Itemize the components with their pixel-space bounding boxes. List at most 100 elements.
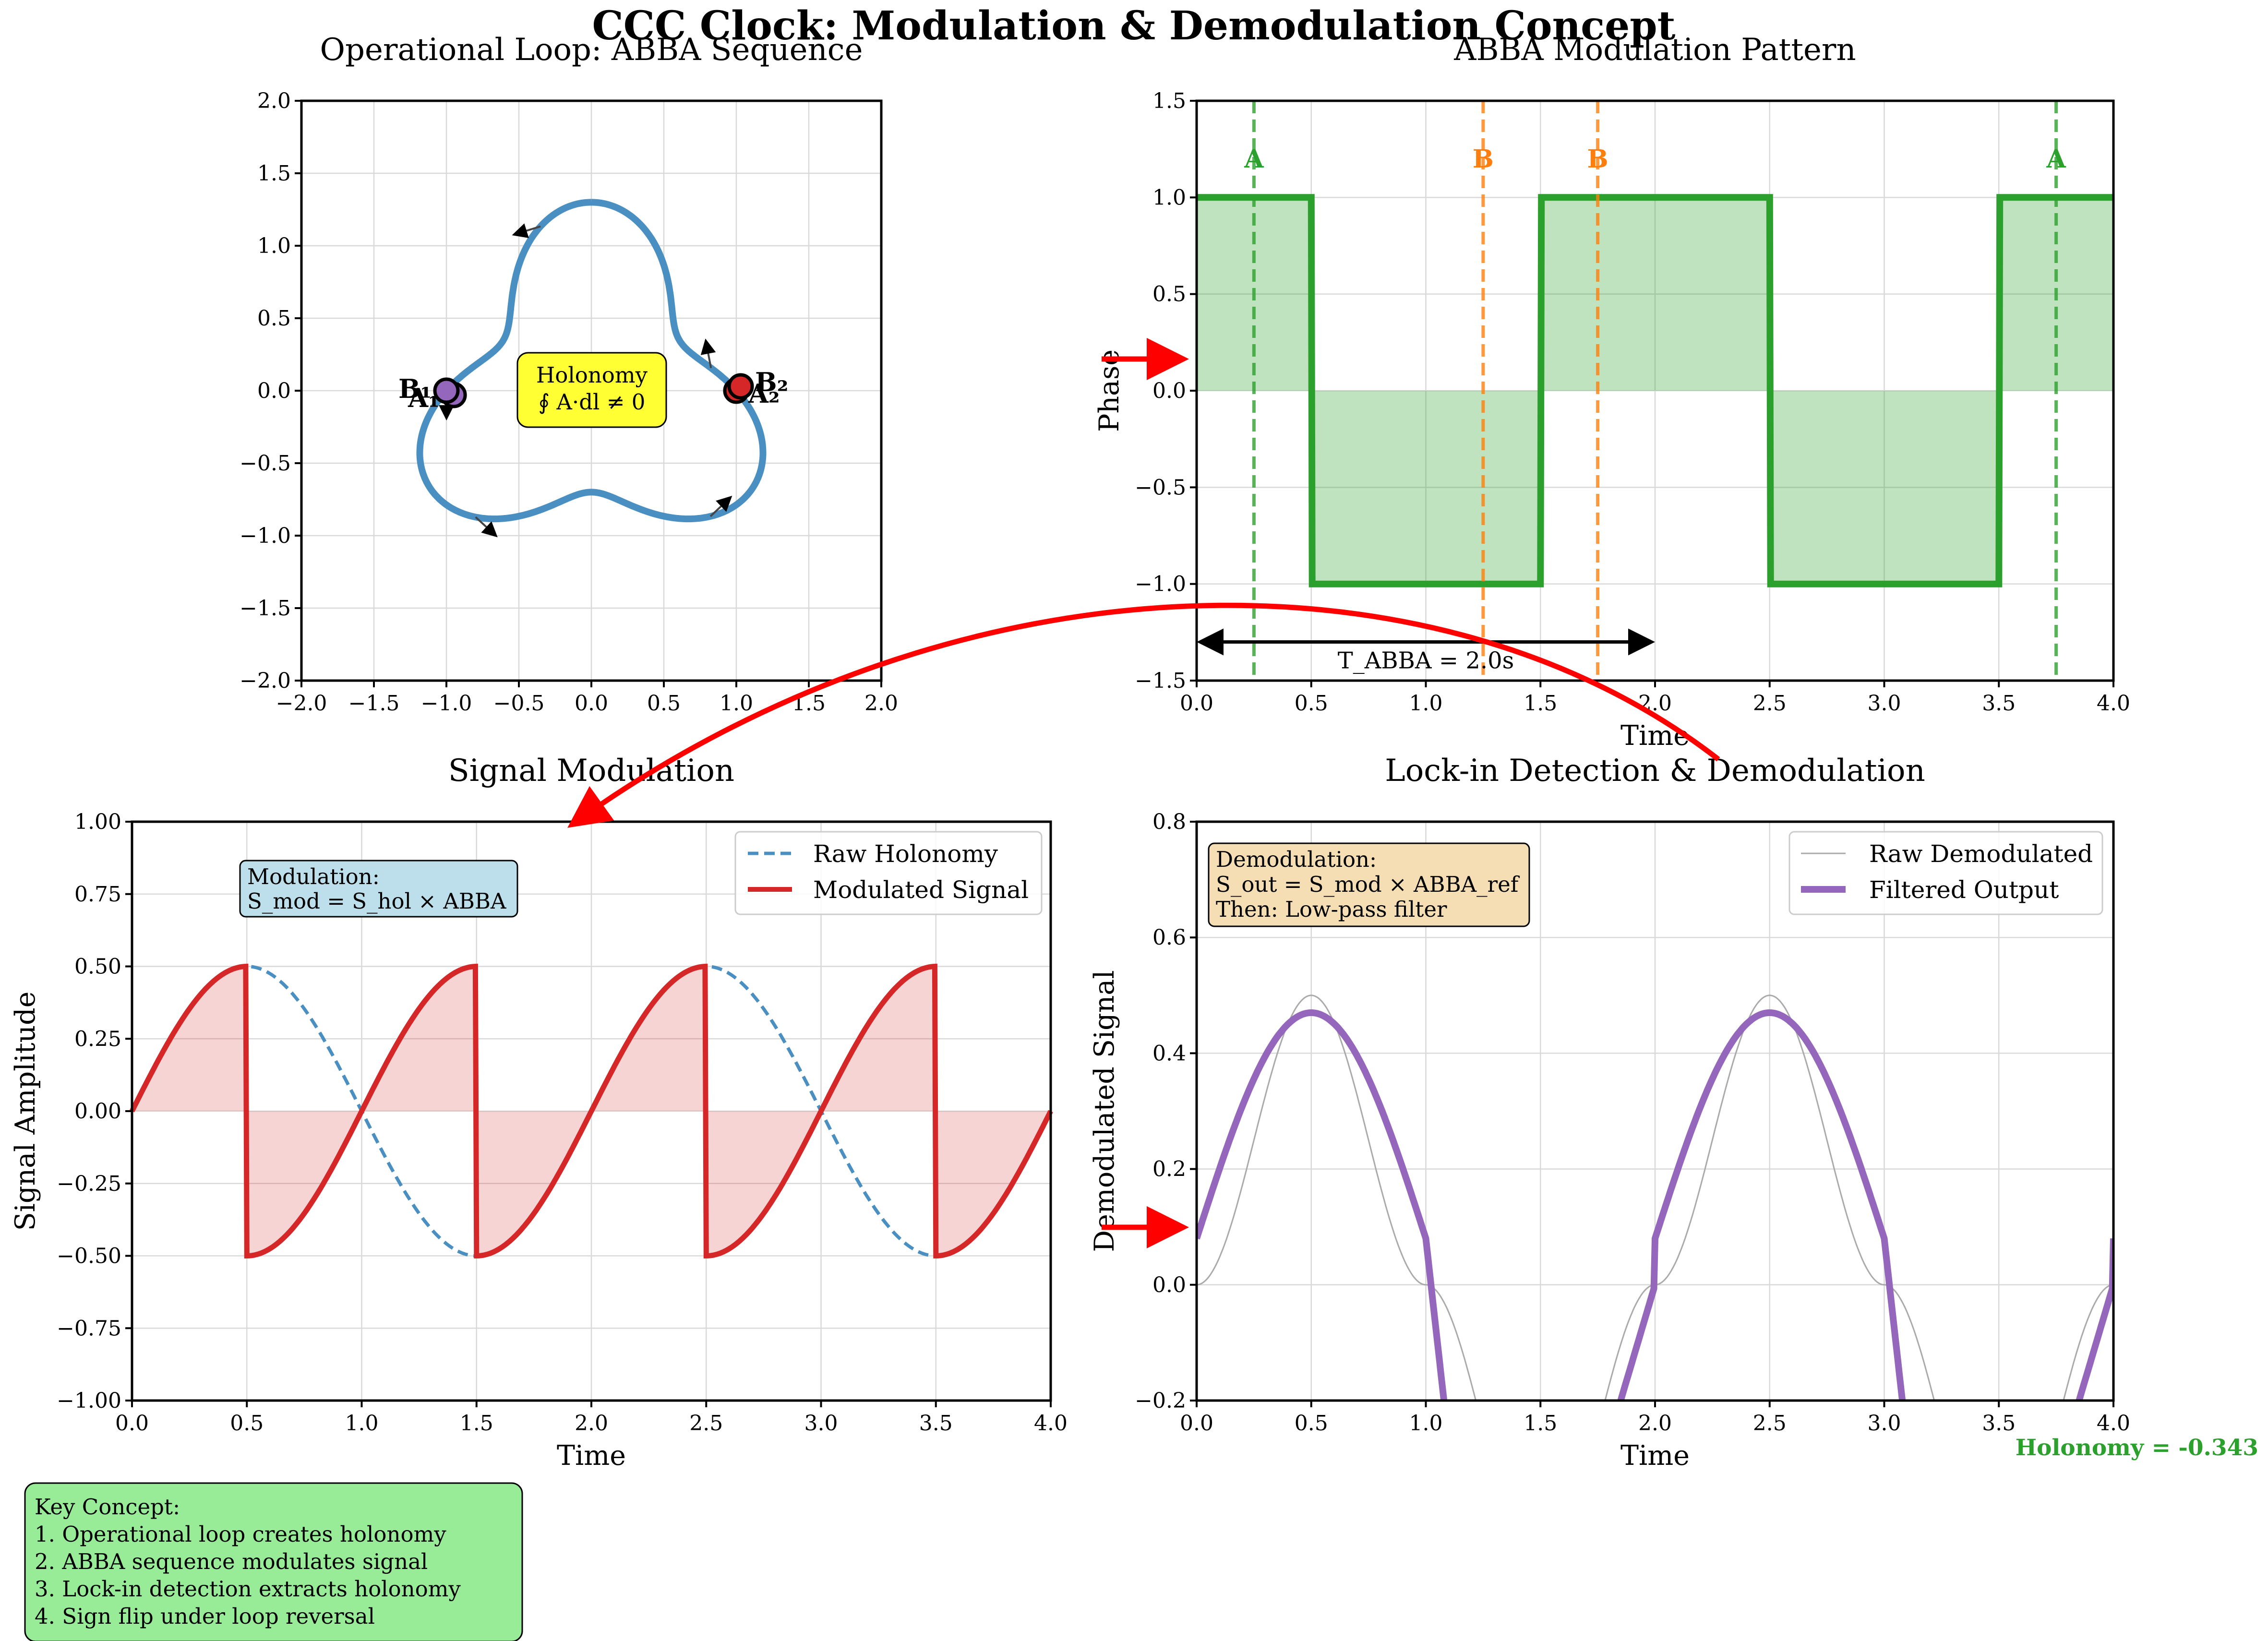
abba-period-label: T_ABBA = 2.0s bbox=[1338, 647, 1514, 674]
x-tick-label: 0.0 bbox=[115, 1411, 149, 1436]
key-concept-line-1: 1. Operational loop creates holonomy bbox=[35, 1521, 446, 1547]
y-tick-label: −1.5 bbox=[1135, 669, 1186, 693]
modulation-ylabel: Signal Amplitude bbox=[10, 992, 41, 1231]
x-tick-label: 2.5 bbox=[1753, 1411, 1787, 1436]
key-concept-line-2: 2. ABBA sequence modulates signal bbox=[35, 1549, 428, 1574]
demodulation-ylabel: Demodulated Signal bbox=[1089, 970, 1120, 1252]
y-tick-label: −1.5 bbox=[240, 596, 291, 621]
x-tick-label: −1.5 bbox=[348, 691, 400, 716]
x-tick-label: −1.0 bbox=[421, 691, 472, 716]
y-tick-label: 2.0 bbox=[257, 89, 291, 113]
y-tick-label: −0.5 bbox=[1135, 475, 1186, 500]
abba-ticks: 0.0 0.5 1.0 1.5 2.0 2.5 3.0 3.5 4.0 −1.5 −1.0 −0.5 0… bbox=[1135, 89, 2130, 716]
key-concept-line-3: 3. Lock-in detection extracts holonomy bbox=[35, 1576, 461, 1602]
loop-curve bbox=[416, 199, 767, 523]
legend-label-filtered-output: Filtered Output bbox=[1869, 876, 2059, 904]
y-tick-label: −1.0 bbox=[1135, 572, 1186, 597]
loop-point-label: B₁ bbox=[398, 373, 432, 404]
x-tick-label: 3.5 bbox=[919, 1411, 953, 1436]
x-tick-label: 4.0 bbox=[2097, 1411, 2130, 1436]
x-tick-label: 1.0 bbox=[720, 691, 753, 716]
y-tick-label: 0.5 bbox=[1152, 282, 1186, 307]
y-tick-label: 0.0 bbox=[1152, 1273, 1186, 1297]
x-tick-label: 2.0 bbox=[1638, 691, 1672, 716]
x-tick-label: −0.5 bbox=[493, 691, 545, 716]
x-tick-label: 1.5 bbox=[1524, 691, 1557, 716]
y-tick-label: −0.75 bbox=[57, 1316, 121, 1341]
y-tick-label: 0.0 bbox=[1152, 379, 1186, 403]
loop-ticks: −2.0 −1.5 −1.0 −0.5 0.0 0.5 1.0 1.5 2.0−2.0−1.5−… bbox=[240, 89, 898, 716]
flow-arrow-curved bbox=[567, 602, 1720, 828]
key-concept-line-4: 4. Sign flip under loop reversal bbox=[35, 1604, 375, 1629]
x-tick-label: 3.0 bbox=[804, 1411, 838, 1436]
key-concept-line-0: Key Concept: bbox=[35, 1494, 180, 1520]
x-tick-label: 0.5 bbox=[1295, 1411, 1328, 1436]
x-tick-label: 3.5 bbox=[1982, 691, 2016, 716]
legend-label-modulated-signal: Modulated Signal bbox=[813, 876, 1029, 904]
abba-marker-label: B bbox=[1473, 144, 1494, 174]
abba-xlabel: Time bbox=[1620, 720, 1690, 752]
x-tick-label: 3.0 bbox=[1868, 691, 1901, 716]
filtered-output-line bbox=[1197, 1009, 2113, 1401]
abba-title: ABBA Modulation Pattern bbox=[1453, 32, 1856, 68]
y-tick-label: 1.0 bbox=[1152, 185, 1186, 210]
x-tick-label: 3.5 bbox=[1982, 1411, 2016, 1436]
demodulation-panel: Lock-in Detection & Demodulation 0.0 0.5 1… bbox=[1089, 753, 2130, 1472]
key-concept-box: Key Concept: 1. Operational loop creates… bbox=[24, 1482, 523, 1641]
y-tick-label: −0.50 bbox=[57, 1244, 121, 1269]
abba-frame bbox=[1195, 99, 2115, 682]
demodulation-xlabel: Time bbox=[1620, 1440, 1690, 1472]
legend-label-raw-demodulated: Raw Demodulated bbox=[1869, 840, 2093, 868]
y-tick-label: −0.25 bbox=[57, 1172, 121, 1196]
y-tick-label: 0.50 bbox=[74, 955, 121, 979]
y-tick-label: 0.5 bbox=[257, 306, 291, 331]
modulation-box-line1: Modulation: bbox=[247, 864, 380, 889]
modulated-signal-line bbox=[130, 963, 1053, 1258]
y-tick-label: −1.00 bbox=[57, 1389, 121, 1413]
demodulation-title: Lock-in Detection & Demodulation bbox=[1385, 753, 1925, 789]
modulation-legend: Raw Holonomy Modulated Signal bbox=[734, 831, 1043, 915]
y-tick-label: 0.6 bbox=[1152, 925, 1186, 950]
modulation-title: Signal Modulation bbox=[448, 753, 734, 789]
demodulation-legend: Raw Demodulated Filtered Output bbox=[1788, 831, 2103, 915]
x-tick-label: 1.5 bbox=[460, 1411, 493, 1436]
x-tick-label: 0.5 bbox=[1295, 691, 1328, 716]
x-tick-label: 2.0 bbox=[575, 1411, 608, 1436]
demodulation-box-line2: S_out = S_mod × ABBA_ref bbox=[1216, 872, 1520, 897]
abba-marker-label: A bbox=[1244, 144, 1264, 174]
demodulation-plot-area bbox=[1197, 994, 2113, 1401]
abba-panel: ABBA Modulation Pattern A B B A T_ABBA = 2.0… bbox=[1093, 32, 2130, 752]
demodulation-box-line3: Then: Low-pass filter bbox=[1216, 897, 1447, 922]
flow-arrows bbox=[567, 338, 1720, 1248]
loop-direction-arrow bbox=[700, 338, 716, 369]
abba-marker-label: B bbox=[1587, 144, 1608, 174]
x-tick-label: 4.0 bbox=[1034, 1411, 1068, 1436]
modulation-formula-box: Modulation: S_mod = S_hol × ABBA bbox=[239, 860, 518, 918]
raw-holonomy-line bbox=[130, 965, 1053, 1258]
demodulation-frame bbox=[1195, 820, 2115, 1402]
x-tick-label: 2.5 bbox=[1753, 691, 1787, 716]
demodulation-formula-box: Demodulation: S_out = S_mod × ABBA_ref T… bbox=[1208, 842, 1530, 927]
y-tick-label: 0.8 bbox=[1152, 810, 1186, 834]
loop-direction-arrow bbox=[475, 516, 498, 538]
modulation-box-line2: S_mod = S_hol × ABBA bbox=[247, 888, 506, 914]
abba-ylabel: Phase bbox=[1093, 349, 1125, 432]
x-tick-label: 1.5 bbox=[1524, 1411, 1557, 1436]
x-tick-label: 0.0 bbox=[1180, 691, 1213, 716]
y-tick-label: 1.5 bbox=[257, 161, 291, 186]
y-tick-label: 0.2 bbox=[1152, 1157, 1186, 1182]
x-tick-label: 4.0 bbox=[2097, 691, 2130, 716]
loop-point-marker bbox=[433, 377, 460, 404]
demodulation-box-line1: Demodulation: bbox=[1216, 847, 1377, 872]
loop-point-marker bbox=[727, 373, 754, 400]
y-tick-label: 0.75 bbox=[74, 882, 121, 907]
holonomy-annotation-line1: Holonomy bbox=[536, 362, 648, 388]
y-tick-label: −1.0 bbox=[240, 524, 291, 548]
y-tick-label: 1.5 bbox=[1152, 89, 1186, 113]
x-tick-label: 1.0 bbox=[1409, 1411, 1443, 1436]
y-tick-label: 1.00 bbox=[74, 810, 121, 834]
modulation-panel: Signal Modulation 0.0 0.5 1.0 1.5 2.0 2.5 3.0 3… bbox=[10, 753, 1068, 1472]
holonomy-annotation: Holonomy ∮ A·dl ≠ 0 bbox=[516, 352, 667, 428]
